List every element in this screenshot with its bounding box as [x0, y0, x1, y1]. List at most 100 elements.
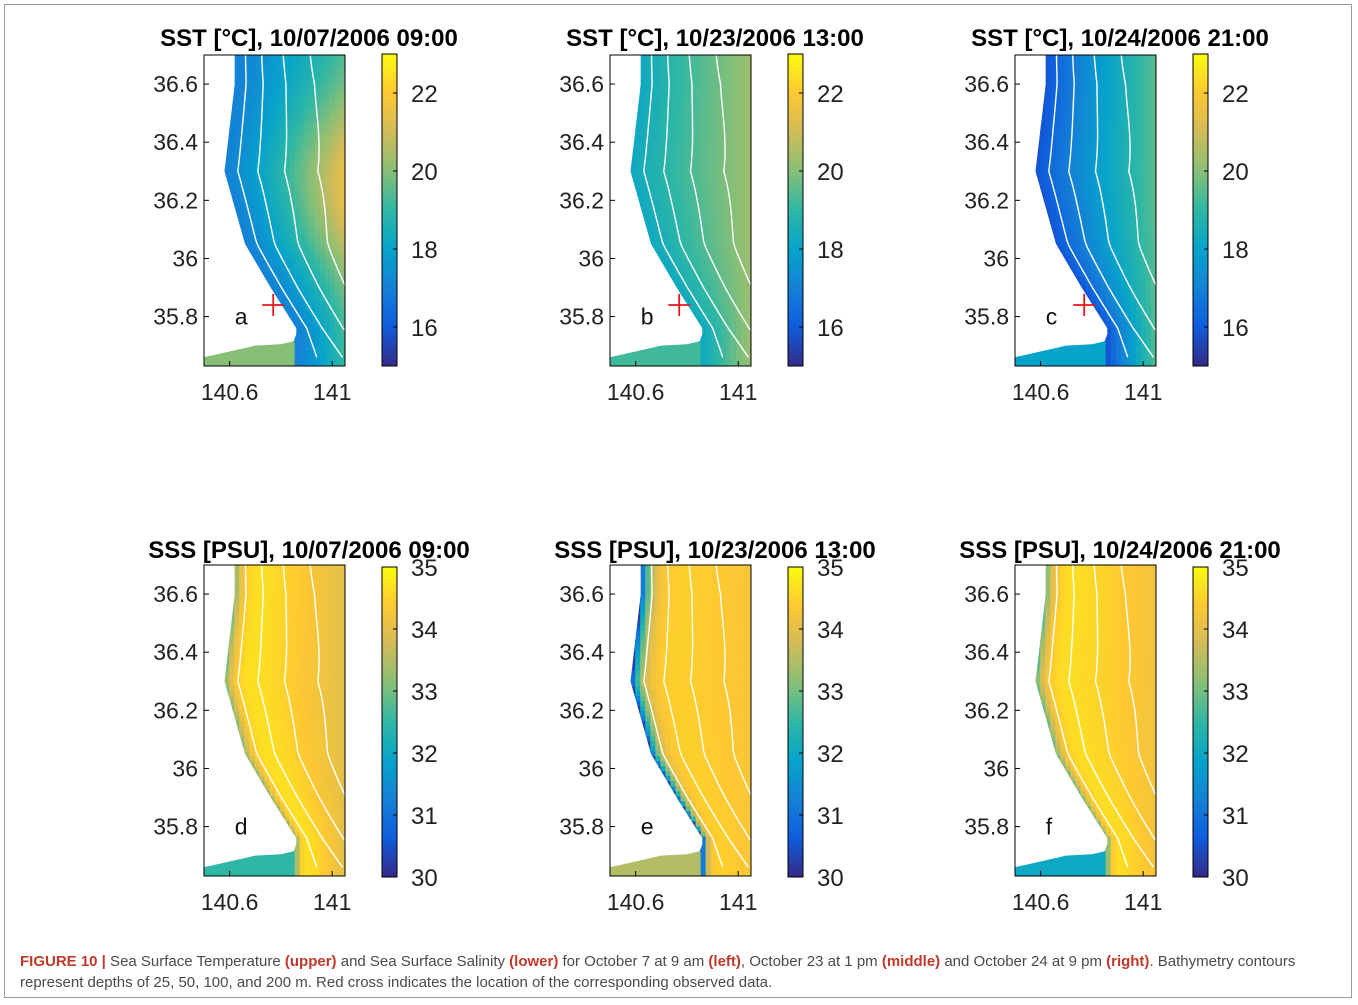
heatmap-cell [279, 115, 286, 121]
heatmap-cell [239, 145, 245, 151]
heatmap-cell [1025, 175, 1031, 182]
heatmap-cell [630, 90, 636, 96]
heatmap-cell [745, 175, 751, 182]
heatmap-cell [665, 225, 672, 232]
heatmap-cell [1065, 320, 1071, 327]
heatmap-cell [1075, 85, 1082, 91]
heatmap-cell [650, 350, 656, 357]
heatmap-cell [1015, 55, 1021, 61]
heatmap-cell [274, 180, 281, 187]
heatmap-cell [319, 100, 326, 106]
heatmap-cell [229, 135, 235, 141]
heatmap-cell [1085, 185, 1092, 192]
heatmap-cell [625, 270, 631, 277]
heatmap-cell [630, 340, 636, 347]
heatmap-cell [244, 210, 250, 217]
heatmap-cell [1050, 280, 1056, 287]
heatmap-cell [645, 150, 651, 156]
heatmap-cell [685, 55, 692, 61]
heatmap-cell [249, 80, 255, 86]
heatmap-cell [1130, 235, 1137, 242]
heatmap-cell [279, 270, 286, 277]
heatmap-cell [640, 240, 646, 247]
heatmap-cell [725, 215, 732, 222]
heatmap-cell [289, 80, 296, 86]
heatmap-cell [1070, 80, 1077, 86]
heatmap-cell [715, 320, 722, 327]
heatmap-cell [620, 220, 626, 227]
heatmap-cell [254, 65, 260, 71]
heatmap-cell [209, 130, 215, 136]
heatmap-cell [304, 270, 311, 277]
heatmap-cell [705, 60, 712, 66]
heatmap-cell [1050, 170, 1056, 176]
heatmap-cell [620, 160, 626, 166]
heatmap-cell [1120, 110, 1127, 116]
heatmap-cell [314, 195, 321, 202]
heatmap-cell [630, 70, 636, 76]
heatmap-cell [209, 180, 215, 187]
heatmap-cell [635, 260, 641, 267]
heatmap-cell [1025, 295, 1031, 302]
heatmap-cell [650, 90, 656, 96]
heatmap-cell [690, 350, 697, 357]
heatmap-cell [630, 245, 636, 252]
heatmap-cell [1125, 270, 1132, 277]
heatmap-cell [304, 355, 311, 362]
heatmap-cell [249, 105, 255, 111]
heatmap-cell [655, 130, 661, 136]
heatmap-cell [319, 200, 326, 207]
heatmap-cell [695, 195, 702, 202]
heatmap-cell [610, 350, 616, 357]
heatmap-cell [685, 275, 692, 282]
heatmap-cell [219, 250, 225, 257]
heatmap-cell [229, 280, 235, 287]
heatmap-cell [655, 200, 661, 207]
heatmap-cell [640, 150, 646, 156]
heatmap-cell [294, 55, 301, 61]
heatmap-cell [615, 90, 621, 96]
heatmap-cell [1090, 230, 1097, 237]
heatmap-cell [1040, 225, 1046, 232]
heatmap-cell [239, 95, 245, 101]
heatmap-cell [640, 130, 646, 136]
heatmap-cell [615, 215, 621, 222]
heatmap-cell [299, 200, 306, 207]
heatmap-cell [685, 190, 692, 197]
heatmap-cell [324, 75, 331, 81]
heatmap-cell [655, 70, 661, 76]
heatmap-cell [625, 265, 631, 272]
heatmap-cell [1075, 275, 1082, 282]
heatmap-cell [1125, 260, 1132, 267]
heatmap-cell [1110, 340, 1117, 347]
heatmap-cell [1070, 325, 1077, 332]
heatmap-cell [1090, 355, 1097, 362]
heatmap-cell [1025, 195, 1031, 202]
heatmap-cell [650, 170, 656, 176]
heatmap-cell [264, 75, 271, 81]
heatmap-cell [620, 200, 626, 207]
heatmap-cell [1080, 90, 1087, 96]
heatmap-cell [1125, 155, 1132, 161]
heatmap-cell [234, 175, 240, 182]
heatmap-cell [289, 135, 296, 141]
heatmap-cell [700, 335, 707, 342]
heatmap-cell [284, 290, 291, 297]
heatmap-cell [264, 140, 271, 146]
heatmap-cell [630, 195, 636, 202]
heatmap-cell [610, 260, 616, 267]
heatmap-cell [1085, 120, 1092, 126]
heatmap-cell [314, 275, 321, 282]
heatmap-cell [239, 160, 245, 166]
heatmap-cell [329, 350, 336, 357]
heatmap-cell [209, 165, 215, 171]
heatmap-cell [1095, 330, 1102, 337]
heatmap-cell [1020, 225, 1026, 232]
heatmap-cell [1115, 110, 1122, 116]
heatmap-cell [610, 310, 616, 317]
heatmap-cell [1115, 95, 1122, 101]
heatmap-cell [299, 85, 306, 91]
heatmap-cell [660, 295, 666, 302]
heatmap-cell [329, 210, 336, 217]
heatmap-cell [304, 145, 311, 151]
